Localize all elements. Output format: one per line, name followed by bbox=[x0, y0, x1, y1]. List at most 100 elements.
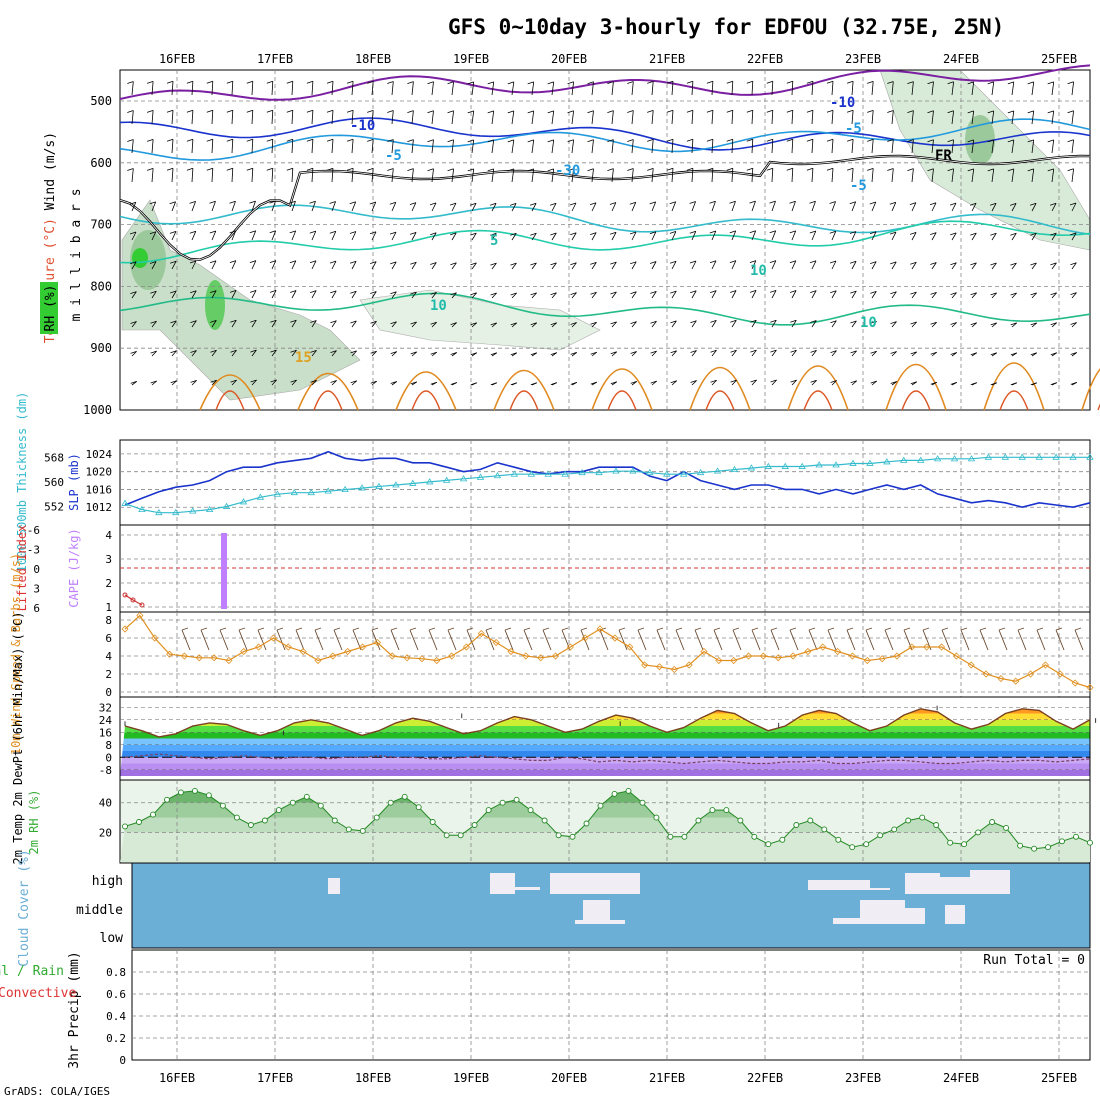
wind-barb bbox=[671, 81, 674, 96]
wind-barb bbox=[530, 352, 537, 356]
wind-barb bbox=[271, 200, 276, 212]
wind-barb-10m bbox=[1055, 627, 1063, 631]
wind-barb bbox=[771, 379, 777, 386]
wind-barb-10m bbox=[409, 627, 417, 631]
wind-barb bbox=[450, 322, 457, 325]
thickness-point bbox=[155, 508, 163, 516]
wind-barb bbox=[851, 290, 857, 299]
wind-barb bbox=[469, 202, 477, 206]
wind-barb bbox=[831, 260, 837, 270]
wind-barb bbox=[731, 379, 737, 386]
wind-barb bbox=[666, 167, 674, 171]
wind-barb bbox=[669, 201, 676, 205]
rh-point bbox=[975, 829, 982, 836]
wind-barb bbox=[351, 231, 357, 241]
wind-barb bbox=[811, 230, 817, 241]
temp-line bbox=[124, 708, 1091, 738]
wind-barb-10m bbox=[561, 629, 571, 651]
wind-barb bbox=[666, 109, 674, 113]
wind-barb bbox=[849, 201, 856, 205]
wind-barb bbox=[410, 291, 417, 295]
wind-barb bbox=[191, 260, 197, 270]
wind-barb bbox=[947, 168, 954, 172]
wind-barb bbox=[651, 81, 654, 96]
wind-barb-10m bbox=[523, 627, 531, 631]
cape-axis-label: CAPE (J/kg) bbox=[67, 528, 81, 607]
wind-barb bbox=[387, 110, 394, 113]
cape-tick: 1 bbox=[105, 601, 112, 614]
wind-barb bbox=[711, 320, 717, 328]
wind-barb bbox=[289, 200, 296, 204]
wind-barb bbox=[151, 261, 157, 270]
wind-barb bbox=[1031, 168, 1035, 183]
wind-barb bbox=[410, 321, 417, 325]
wind-barb-10m bbox=[219, 627, 227, 631]
wind-barb bbox=[450, 382, 457, 385]
wind-barb bbox=[490, 352, 497, 356]
rh-point bbox=[359, 827, 366, 834]
wind-barb bbox=[191, 168, 194, 183]
wind-barb bbox=[690, 380, 697, 383]
thickness-point bbox=[392, 481, 400, 488]
wind-barb bbox=[289, 230, 296, 234]
slp-tick: 1024 bbox=[86, 448, 113, 461]
wind-barb-10m bbox=[732, 627, 740, 631]
wind-barb bbox=[286, 138, 293, 142]
wind-barb-10m bbox=[979, 627, 987, 631]
rh-point bbox=[122, 823, 128, 830]
rh-point bbox=[373, 814, 380, 821]
thickness-point bbox=[527, 470, 536, 477]
wind-speed-point bbox=[373, 638, 381, 647]
wind-barb bbox=[731, 230, 737, 241]
wind-barb bbox=[831, 380, 837, 386]
wind-barb bbox=[230, 319, 237, 323]
wind-barb bbox=[970, 322, 977, 326]
wind-speed-point bbox=[210, 654, 218, 662]
wind-barb bbox=[491, 203, 497, 212]
wind-barb bbox=[226, 138, 233, 142]
wind-barb bbox=[127, 81, 134, 84]
wind-barb bbox=[146, 81, 154, 84]
wind-barb bbox=[671, 261, 677, 270]
wind-barb-10m bbox=[542, 629, 552, 651]
wind-barb bbox=[651, 320, 657, 328]
wind-barb bbox=[890, 321, 897, 324]
wind-barb bbox=[211, 81, 214, 96]
wind-barb bbox=[210, 320, 217, 323]
wind-barb bbox=[791, 168, 794, 183]
wind-barb bbox=[670, 380, 677, 384]
wind-barb bbox=[331, 139, 334, 154]
wind-barb bbox=[867, 81, 874, 84]
wind-barb-10m bbox=[827, 629, 837, 651]
wind-speed-point bbox=[759, 652, 767, 660]
contour-label: 10 bbox=[430, 298, 447, 314]
wind-barb bbox=[391, 110, 394, 125]
wind-barb bbox=[649, 261, 657, 264]
temperature-contour bbox=[493, 369, 555, 411]
wind-barb bbox=[871, 291, 877, 299]
wind-barb bbox=[166, 109, 174, 113]
wind-barb bbox=[649, 231, 657, 235]
wind-barb bbox=[531, 322, 537, 328]
wind-barb bbox=[146, 139, 154, 142]
wind-barb bbox=[410, 351, 417, 355]
wind-barb bbox=[970, 352, 977, 356]
wind-barb bbox=[951, 262, 957, 270]
wind-barb bbox=[791, 230, 797, 241]
wind-barb bbox=[206, 138, 213, 142]
wind-barb bbox=[1049, 202, 1057, 206]
wind-barb bbox=[171, 350, 177, 357]
wind-barb bbox=[567, 168, 574, 172]
wind-barb bbox=[789, 230, 796, 234]
wind-barb bbox=[669, 231, 677, 234]
temperature-contour bbox=[591, 368, 653, 411]
wind-barb bbox=[491, 232, 497, 241]
wind-barb bbox=[511, 81, 515, 96]
temp-band bbox=[120, 763, 1090, 770]
wind-barb bbox=[806, 138, 814, 142]
thickness-point bbox=[273, 490, 282, 497]
wind-barb bbox=[1030, 232, 1037, 236]
date-label-top: 23FEB bbox=[845, 52, 881, 66]
wind-barb bbox=[971, 168, 975, 183]
wind-barb bbox=[370, 320, 377, 324]
